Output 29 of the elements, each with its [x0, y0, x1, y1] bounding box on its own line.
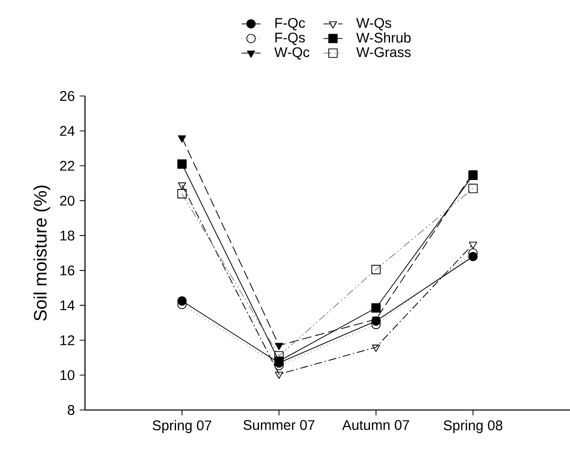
legend-label: W-Qc: [274, 47, 310, 60]
y-tick-label: 16: [60, 265, 74, 276]
legend-label: F-Qc: [275, 18, 305, 30]
y-tick-label: 26: [60, 91, 74, 101]
legend-label: W-Shrub: [356, 32, 411, 43]
point: [177, 159, 187, 169]
x-tick-label: Summer 07: [243, 420, 314, 430]
point: [371, 303, 381, 313]
y-tick-label: 8: [68, 405, 74, 415]
y-tick-label: 22: [60, 160, 74, 171]
point: [372, 344, 380, 352]
y-tick-label: 12: [60, 335, 74, 346]
y-tick-label: 14: [60, 300, 75, 310]
legend-label: W-Qs: [356, 18, 392, 30]
legend-label: W-Grass: [356, 47, 411, 58]
y-tick-label: 20: [60, 196, 74, 206]
x-tick-label: Spring 07: [152, 420, 212, 434]
y-tick-label: 18: [60, 230, 74, 241]
legend-label: F-Qs: [275, 32, 305, 46]
y-axis-title: Soil moisture (%): [33, 186, 50, 321]
point: [274, 342, 284, 350]
y-tick-label: 24: [60, 126, 75, 136]
x-tick-label: Autumn 07: [342, 420, 410, 430]
y-tick-label: 10: [60, 370, 74, 380]
x-tick-label: Spring 08: [444, 420, 502, 434]
point: [178, 135, 186, 143]
point: [274, 372, 284, 379]
point: [468, 242, 478, 249]
point: [178, 182, 186, 190]
